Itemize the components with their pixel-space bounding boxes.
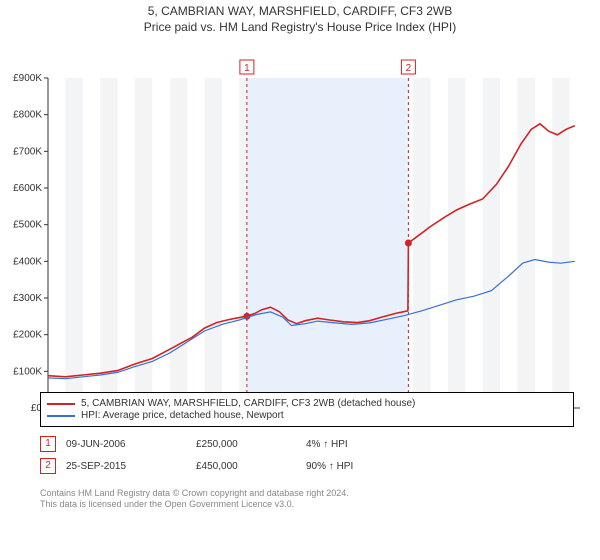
svg-text:£700K: £700K [13, 146, 42, 157]
legend-item: HPI: Average price, detached house, Newp… [47, 410, 567, 421]
legend: 5, CAMBRIAN WAY, MARSHFIELD, CARDIFF, CF… [40, 392, 574, 427]
sale-row: 1 09-JUN-2006£250,0004% ↑ HPI [40, 436, 560, 452]
title-line1: 5, CAMBRIAN WAY, MARSHFIELD, CARDIFF, CF… [0, 4, 600, 18]
sale-price: £450,000 [196, 461, 306, 472]
sale-marker-icon: 2 [40, 458, 56, 474]
license-text: Contains HM Land Registry data © Crown c… [40, 488, 349, 511]
sale-date: 25-SEP-2015 [66, 461, 196, 472]
legend-item: 5, CAMBRIAN WAY, MARSHFIELD, CARDIFF, CF… [47, 398, 567, 409]
legend-label: HPI: Average price, detached house, Newp… [81, 410, 284, 421]
svg-text:£300K: £300K [13, 293, 42, 304]
svg-text:£200K: £200K [13, 330, 42, 341]
price-chart: £0£100K£200K£300K£400K£500K£600K£700K£80… [0, 34, 600, 414]
svg-text:£500K: £500K [13, 220, 42, 231]
svg-text:£400K: £400K [13, 256, 42, 267]
svg-text:£100K: £100K [13, 366, 42, 377]
sale-delta: 4% ↑ HPI [306, 439, 416, 450]
chart-container: 5, CAMBRIAN WAY, MARSHFIELD, CARDIFF, CF… [0, 0, 600, 560]
sale-price: £250,000 [196, 439, 306, 450]
legend-swatch [47, 415, 75, 417]
svg-text:2: 2 [406, 63, 412, 74]
legend-swatch [47, 403, 75, 405]
chart-title: 5, CAMBRIAN WAY, MARSHFIELD, CARDIFF, CF… [0, 0, 600, 34]
sale-date: 09-JUN-2006 [66, 439, 196, 450]
license-line2: This data is licensed under the Open Gov… [40, 499, 349, 510]
svg-text:£800K: £800K [13, 110, 42, 121]
svg-text:£900K: £900K [13, 73, 42, 84]
sale-row: 2 25-SEP-2015£450,00090% ↑ HPI [40, 458, 560, 474]
license-line1: Contains HM Land Registry data © Crown c… [40, 488, 349, 499]
svg-text:1: 1 [244, 63, 250, 74]
sale-marker-icon: 1 [40, 436, 56, 452]
svg-text:£600K: £600K [13, 183, 42, 194]
title-line2: Price paid vs. HM Land Registry's House … [0, 20, 600, 34]
legend-label: 5, CAMBRIAN WAY, MARSHFIELD, CARDIFF, CF… [81, 398, 415, 409]
sale-delta: 90% ↑ HPI [306, 461, 416, 472]
